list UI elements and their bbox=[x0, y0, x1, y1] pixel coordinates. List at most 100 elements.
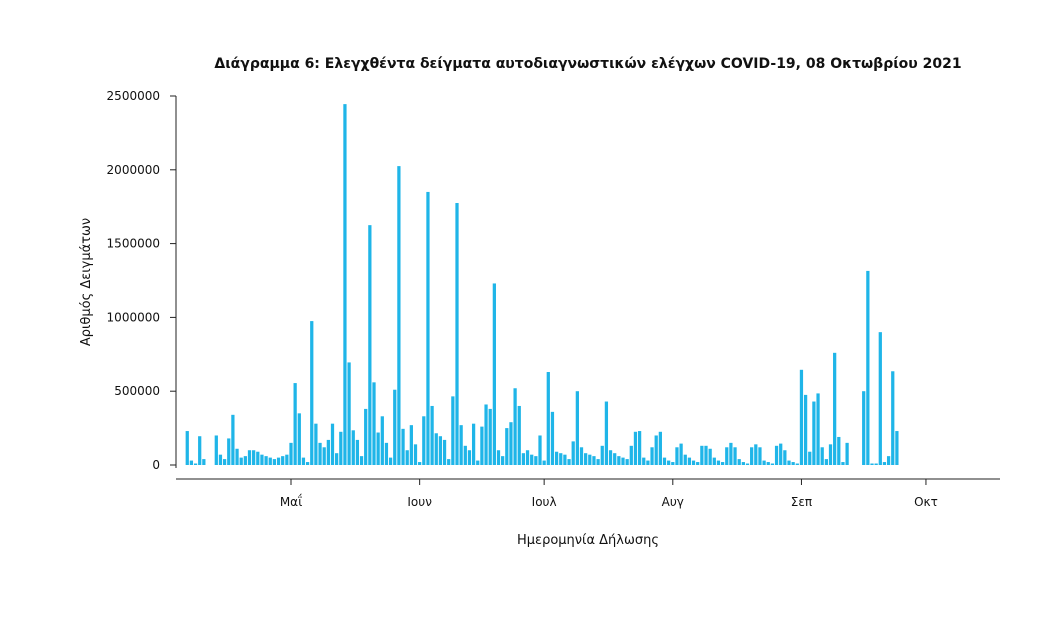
bar bbox=[376, 432, 380, 465]
bar bbox=[725, 447, 729, 465]
bar bbox=[787, 460, 791, 465]
bar bbox=[276, 457, 281, 465]
bar bbox=[878, 332, 882, 465]
x-tick-label: Ιουλ bbox=[532, 495, 557, 509]
bar bbox=[521, 453, 526, 465]
bar bbox=[571, 441, 575, 465]
bar bbox=[841, 462, 845, 465]
bar bbox=[613, 453, 617, 465]
bar bbox=[388, 457, 393, 465]
bar bbox=[418, 462, 422, 465]
bar bbox=[891, 371, 895, 465]
bar bbox=[700, 445, 704, 465]
bar bbox=[720, 462, 725, 465]
bar bbox=[662, 457, 667, 465]
bar bbox=[679, 443, 683, 465]
bar bbox=[816, 393, 820, 465]
bar bbox=[625, 459, 629, 465]
bar bbox=[214, 435, 218, 465]
bar bbox=[314, 423, 318, 465]
x-axis-label: Ημερομηνία Δήλωσης bbox=[517, 533, 659, 548]
bar bbox=[795, 463, 799, 465]
bar bbox=[737, 459, 741, 465]
bar bbox=[729, 442, 733, 465]
bar bbox=[588, 454, 592, 465]
bar bbox=[426, 191, 430, 465]
bar bbox=[227, 438, 231, 465]
bar bbox=[434, 433, 438, 465]
y-tick-label: 2500000 bbox=[107, 89, 160, 103]
y-tick-label: 500000 bbox=[114, 384, 160, 398]
bar bbox=[351, 430, 355, 465]
bar bbox=[293, 383, 297, 465]
bar bbox=[712, 457, 716, 465]
y-axis-label: Αριθμός Δειγμάτων bbox=[79, 218, 94, 346]
bar bbox=[509, 422, 513, 465]
bar bbox=[550, 411, 555, 465]
bar bbox=[774, 445, 779, 465]
bar bbox=[397, 166, 401, 466]
bar bbox=[256, 451, 260, 465]
bar bbox=[422, 416, 426, 465]
bar bbox=[696, 462, 700, 465]
bar bbox=[413, 444, 418, 465]
bar bbox=[828, 444, 833, 465]
bar bbox=[633, 431, 638, 465]
bar bbox=[442, 439, 447, 465]
bar bbox=[401, 428, 405, 465]
y-axis: 0 500000 1000000 1500000 2000000 2500000 bbox=[107, 89, 177, 472]
bar bbox=[372, 382, 376, 465]
bar bbox=[501, 456, 505, 465]
bar bbox=[824, 459, 828, 465]
y-axis-ticks: 0 500000 1000000 1500000 2000000 2500000 bbox=[107, 89, 176, 472]
x-axis: Μαΐ Ιουν Ιουλ Αυγ Σεπ Οκτ bbox=[176, 478, 1000, 509]
bar bbox=[642, 457, 646, 465]
bar bbox=[708, 448, 712, 465]
bar bbox=[488, 408, 492, 465]
bar bbox=[563, 454, 567, 465]
bar bbox=[799, 369, 804, 465]
bar bbox=[567, 459, 571, 465]
bar bbox=[438, 436, 443, 465]
bar bbox=[683, 454, 687, 465]
bar bbox=[650, 447, 654, 465]
bar bbox=[484, 404, 488, 465]
bar bbox=[654, 435, 658, 465]
bar bbox=[430, 405, 434, 465]
bar bbox=[766, 462, 770, 465]
bar bbox=[330, 423, 335, 465]
x-tick-label: Ιουν bbox=[407, 495, 432, 509]
bar bbox=[862, 391, 866, 465]
bar bbox=[252, 450, 256, 465]
bar bbox=[359, 456, 364, 465]
x-tick-label: Οκτ bbox=[914, 495, 938, 509]
bar bbox=[480, 426, 484, 465]
bar bbox=[496, 450, 501, 465]
x-tick-label: Μαΐ bbox=[280, 494, 302, 509]
bar bbox=[604, 401, 609, 465]
bar bbox=[741, 462, 745, 465]
x-tick-label: Αυγ bbox=[662, 495, 684, 509]
bar bbox=[243, 456, 247, 465]
bar bbox=[247, 450, 252, 465]
bar bbox=[231, 414, 235, 465]
bar bbox=[675, 447, 679, 465]
x-axis-ticks: Μαΐ Ιουν Ιουλ Αυγ Σεπ Οκτ bbox=[280, 479, 938, 509]
bar bbox=[364, 408, 368, 465]
bar bbox=[285, 454, 289, 465]
bar bbox=[189, 460, 194, 465]
bars-group bbox=[185, 104, 899, 466]
bar bbox=[463, 445, 467, 465]
bar bbox=[347, 362, 351, 465]
bar bbox=[459, 425, 463, 465]
bar bbox=[384, 442, 389, 465]
bar bbox=[600, 445, 604, 465]
bar bbox=[874, 463, 878, 465]
bar bbox=[264, 456, 268, 465]
bar bbox=[322, 447, 326, 465]
bar bbox=[343, 104, 347, 466]
bar bbox=[471, 423, 476, 465]
bar bbox=[691, 460, 696, 465]
bar bbox=[447, 459, 451, 465]
